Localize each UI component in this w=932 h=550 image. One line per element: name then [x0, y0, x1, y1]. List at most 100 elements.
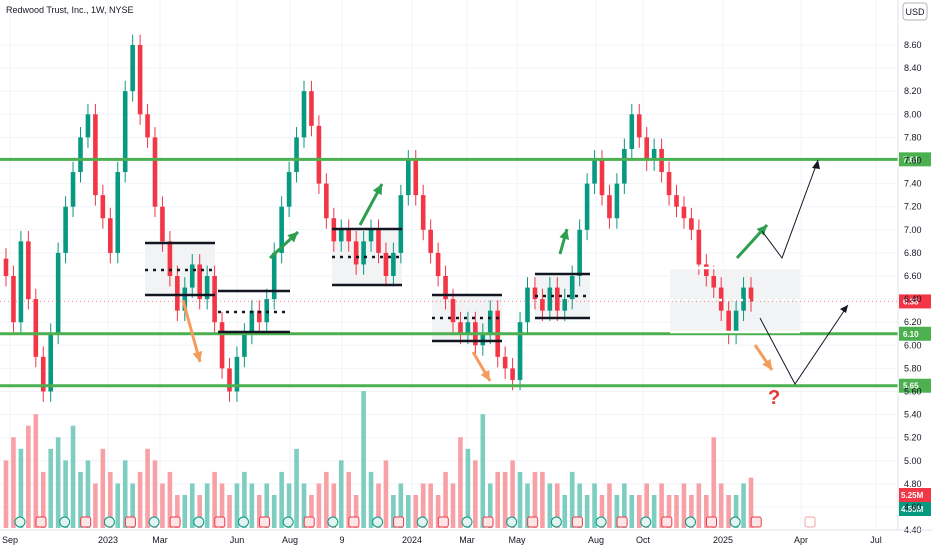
time-tick-label: Jul [870, 535, 882, 545]
volume-bar [70, 425, 76, 528]
price-axis[interactable]: 8.60 8.40 8.20 8.00 7.80 7.60 7.40 7.20 7.00 6.80… [897, 0, 922, 535]
candle-body [487, 310, 493, 334]
price-tick-label: 5.20 [904, 433, 922, 443]
volume-bar [659, 483, 664, 528]
range-boxes [145, 229, 800, 341]
time-tick-label: 2025 [713, 535, 733, 545]
price-tick-label: 6.40 [904, 294, 922, 304]
currency-button[interactable]: USD [902, 2, 928, 21]
candle-body [189, 264, 195, 288]
volume-bar [636, 495, 642, 528]
time-axis[interactable]: Sep 2023 Mar Jun Aug 9 2024 Mar May Aug Oct 2025 Apr… [0, 529, 932, 545]
candle-body [622, 148, 627, 184]
volume-bar [391, 495, 396, 528]
dividend-event-marker [14, 516, 26, 528]
projection-path-up [761, 159, 819, 260]
candle-body [271, 252, 277, 300]
volume-bar [465, 448, 471, 528]
volume-bar [294, 448, 299, 528]
currency-label: USD [905, 7, 925, 17]
last-price-label: 6.38 [903, 297, 919, 306]
price-tick-label: 7.00 [904, 225, 922, 235]
candle-body [353, 241, 359, 265]
earnings-event-marker [259, 516, 270, 528]
volume-bar [562, 495, 568, 528]
level-price-label: 7.61 [903, 155, 919, 164]
candle-body [376, 229, 381, 253]
price-tick-label: 6.60 [904, 271, 922, 281]
volume-bar [234, 483, 240, 528]
volume-bar [510, 460, 515, 528]
earnings-event-marker [437, 516, 449, 528]
candle-body [584, 183, 590, 230]
volume-bar [204, 483, 210, 528]
volume-bar [279, 471, 284, 528]
candle-body [696, 229, 702, 265]
volume-bar [115, 483, 121, 528]
volume-bar [18, 448, 24, 528]
candle-body [130, 45, 135, 92]
volume-bar [644, 483, 649, 528]
price-tick-label: 6.80 [904, 248, 922, 258]
candle-body [122, 91, 128, 173]
volume-bar [368, 471, 374, 528]
candle-body [733, 310, 739, 334]
candle-body [465, 322, 471, 334]
level-price-badge [899, 378, 931, 393]
volume-label: 5.25M [901, 491, 924, 500]
volume-bar [26, 425, 31, 528]
time-tick-label: Aug [282, 535, 298, 545]
arrow-up-head [559, 229, 570, 240]
volume-bar [122, 460, 128, 528]
candle-body [532, 287, 538, 300]
volume-bar [443, 471, 448, 528]
price-tick-label: 8.40 [904, 63, 922, 73]
candle-body [741, 287, 746, 311]
time-tick-label: Oct [636, 535, 651, 545]
candle-body [517, 322, 523, 380]
candle-body [636, 114, 642, 138]
arrow-up-head [287, 232, 298, 243]
volume-bar [130, 483, 135, 528]
candle-body [115, 172, 121, 253]
time-tick-label: Mar [152, 535, 168, 545]
candle-body [33, 299, 39, 357]
price-tick-label: 8.20 [904, 86, 922, 96]
volume-bar [40, 471, 46, 528]
volume-bar [145, 448, 150, 528]
volume-badge [899, 502, 931, 516]
earnings-event-marker [169, 516, 181, 528]
candle-body [510, 368, 515, 380]
candle-body [361, 241, 366, 265]
candle-body [614, 183, 620, 219]
volume-bar [182, 495, 188, 528]
volume-bar [666, 495, 672, 528]
candle-body [3, 258, 9, 276]
candle-body [137, 45, 143, 115]
candle-body [420, 195, 426, 230]
volume-bar [175, 495, 180, 528]
candle-body [18, 241, 24, 323]
candle-body [301, 91, 307, 138]
earnings-event-marker [661, 516, 673, 528]
volume-bar [502, 471, 508, 528]
time-tick-label: Mar [459, 535, 475, 545]
volume-bar [599, 495, 605, 528]
candle-body [480, 333, 486, 346]
volume-bar [286, 483, 292, 528]
time-tick-label: 9 [339, 535, 344, 545]
volume-bar [651, 495, 657, 528]
candle-body [85, 114, 91, 138]
dividend-event-marker [550, 516, 562, 528]
volume-bar [607, 483, 612, 528]
volume-bar [577, 483, 582, 528]
candle-body [413, 160, 419, 196]
earnings-event-marker [527, 516, 539, 528]
volume-bar [108, 471, 113, 528]
volume-bar [540, 471, 545, 528]
candle-body [242, 333, 247, 357]
volume-bar [733, 495, 739, 528]
volume-bar [249, 483, 255, 528]
candle-body [644, 137, 649, 161]
